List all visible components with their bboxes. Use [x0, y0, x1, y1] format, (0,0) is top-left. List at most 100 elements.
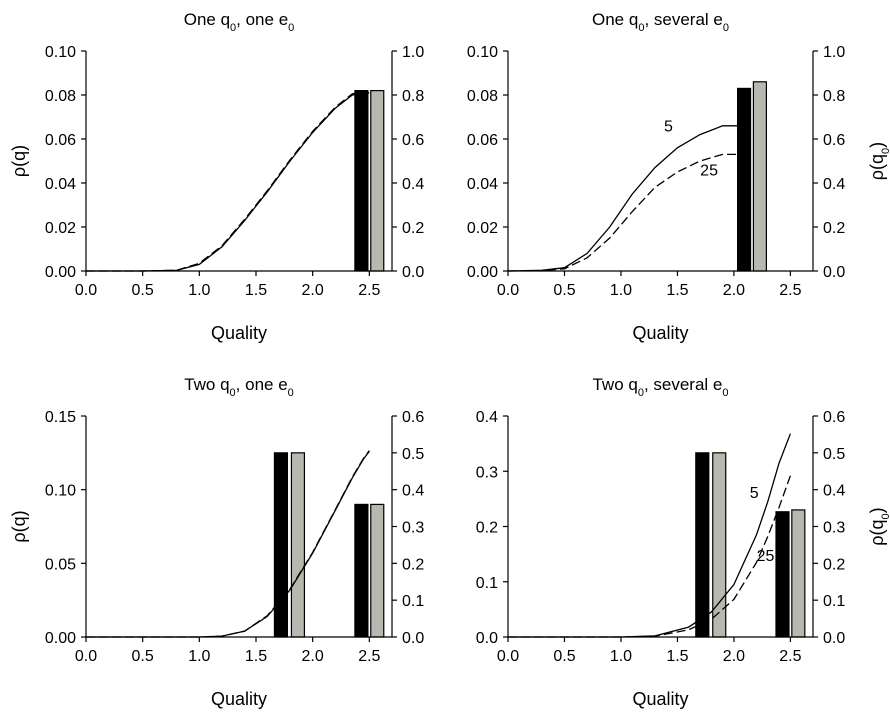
bar — [354, 503, 369, 638]
series-line-dashed — [508, 475, 792, 638]
y2-tick-label: 1.0 — [823, 44, 845, 61]
y2-tick-label: 0.0 — [402, 264, 424, 281]
y2-tick-label: 0.6 — [402, 409, 424, 426]
y2-tick-label: 0.4 — [823, 176, 845, 193]
y-tick-label: 0.06 — [45, 132, 76, 149]
y2-tick-label: 0.1 — [402, 593, 424, 610]
y2-tick-label: 0.3 — [823, 520, 845, 537]
x-tick-label: 1.5 — [666, 282, 688, 299]
y2-tick-label: 0.6 — [823, 409, 845, 426]
y-tick-label: 0.06 — [467, 132, 498, 149]
y2-tick-label: 0.5 — [823, 446, 845, 463]
x-tick-label: 2.5 — [358, 282, 380, 299]
y2-tick-label: 0.4 — [402, 483, 424, 500]
y-tick-label: 0.08 — [467, 88, 498, 105]
y2-tick-label: 0.6 — [823, 132, 845, 149]
chart-panel-2: 0.0 0.5 1.0 1.5 2.0 2.5 0.00 0.02 0.04 0.06 0.08 0.… — [467, 10, 890, 343]
y2-tick-label: 0.2 — [823, 556, 845, 573]
x-tick-label: 1.5 — [666, 648, 688, 665]
y2-axis-label: ρ(q0) — [867, 142, 890, 180]
y2-tick-label: 0.2 — [402, 220, 424, 237]
y-tick-label: 0.1 — [476, 575, 498, 592]
y2-tick-label: 0.3 — [402, 520, 424, 537]
x-tick-label: 0.5 — [553, 282, 575, 299]
x-tick-label: 1.0 — [610, 648, 632, 665]
x-tick-label: 0.0 — [497, 282, 519, 299]
chart-panel-4: 0.0 0.5 1.0 1.5 2.0 2.5 0.0 0.1 0.2 0.3 0.4 0.0 0.1 0… — [476, 375, 890, 709]
series-line-dashed — [507, 153, 752, 272]
y-tick-label: 0.02 — [467, 220, 498, 237]
y2-axis-label: ρ(q0) — [867, 507, 890, 545]
series-line-solid — [507, 125, 752, 272]
curve-label: 5 — [750, 485, 759, 502]
y2-tick-label: 0.2 — [823, 220, 845, 237]
x-tick-label: 0.0 — [497, 648, 519, 665]
x-tick-label: 0.5 — [132, 282, 154, 299]
y-tick-label: 0.3 — [476, 464, 498, 481]
x-tick-label: 2.0 — [723, 282, 745, 299]
chart-title: Two q0, several e0 — [592, 375, 728, 399]
x-tick-label: 2.0 — [723, 648, 745, 665]
y2-tick-label: 0.2 — [402, 556, 424, 573]
x-tick-label: 0.5 — [132, 648, 154, 665]
y2-tick-label: 0.6 — [402, 132, 424, 149]
y2-tick-label: 0.4 — [823, 483, 845, 500]
bar — [695, 452, 710, 638]
x-axis-label: Quality — [211, 323, 267, 343]
bar — [752, 81, 768, 272]
y2-tick-label: 0.8 — [402, 88, 424, 105]
chart-title: One q0, several e0 — [592, 10, 729, 34]
x-tick-label: 2.5 — [358, 648, 380, 665]
x-axis-label: Quality — [632, 323, 688, 343]
y-tick-label: 0.02 — [45, 220, 76, 237]
chart-title: One q0, one e0 — [184, 10, 295, 34]
series-line-solid — [508, 433, 792, 638]
curve-label: 25 — [700, 162, 718, 179]
x-tick-label: 2.5 — [779, 648, 801, 665]
y-tick-label: 0.10 — [45, 483, 76, 500]
bar — [290, 452, 306, 638]
bar — [273, 452, 289, 638]
y-tick-label: 0.00 — [45, 630, 76, 647]
y2-tick-label: 0.0 — [823, 264, 845, 281]
y-tick-label: 0.05 — [45, 556, 76, 573]
chart-title: Two q0, one e0 — [184, 375, 294, 399]
series-line-dashed — [86, 91, 370, 272]
y-tick-label: 0.4 — [476, 409, 498, 426]
y2-tick-label: 0.0 — [402, 630, 424, 647]
bar — [791, 509, 806, 638]
series-line-solid — [86, 92, 370, 272]
bar — [370, 503, 385, 638]
y2-tick-label: 0.5 — [402, 446, 424, 463]
x-tick-label: 2.0 — [302, 648, 324, 665]
curve-label: 25 — [757, 548, 775, 565]
x-tick-label: 0.0 — [75, 648, 97, 665]
chart-panel-1: 0.0 0.5 1.0 1.5 2.0 2.5 0.00 0.02 0.04 0.06 0.08 0.… — [9, 10, 424, 343]
y-tick-label: 0.08 — [45, 88, 76, 105]
y2-tick-label: 0.1 — [823, 593, 845, 610]
x-tick-label: 0.0 — [75, 282, 97, 299]
series-line-dashed — [86, 450, 370, 638]
y-tick-label: 0.0 — [476, 630, 498, 647]
x-tick-label: 1.0 — [188, 648, 210, 665]
x-tick-label: 1.5 — [245, 282, 267, 299]
y2-tick-label: 1.0 — [402, 44, 424, 61]
y2-tick-label: 0.0 — [823, 630, 845, 647]
y-tick-label: 0.04 — [467, 176, 498, 193]
x-tick-label: 1.0 — [188, 282, 210, 299]
x-tick-label: 1.0 — [610, 282, 632, 299]
y-axis-label: ρ(q) — [9, 145, 29, 177]
curve-label: 5 — [664, 118, 673, 135]
y-tick-label: 0.15 — [45, 409, 76, 426]
y-tick-label: 0.00 — [467, 264, 498, 281]
x-tick-label: 2.0 — [302, 282, 324, 299]
x-tick-label: 1.5 — [245, 648, 267, 665]
bar — [712, 452, 727, 638]
y-axis-label: ρ(q) — [9, 510, 29, 542]
y2-tick-label: 0.8 — [823, 88, 845, 105]
bar — [775, 511, 790, 638]
y2-tick-label: 0.4 — [402, 176, 424, 193]
y-tick-label: 0.2 — [476, 520, 498, 537]
x-tick-label: 2.5 — [779, 282, 801, 299]
